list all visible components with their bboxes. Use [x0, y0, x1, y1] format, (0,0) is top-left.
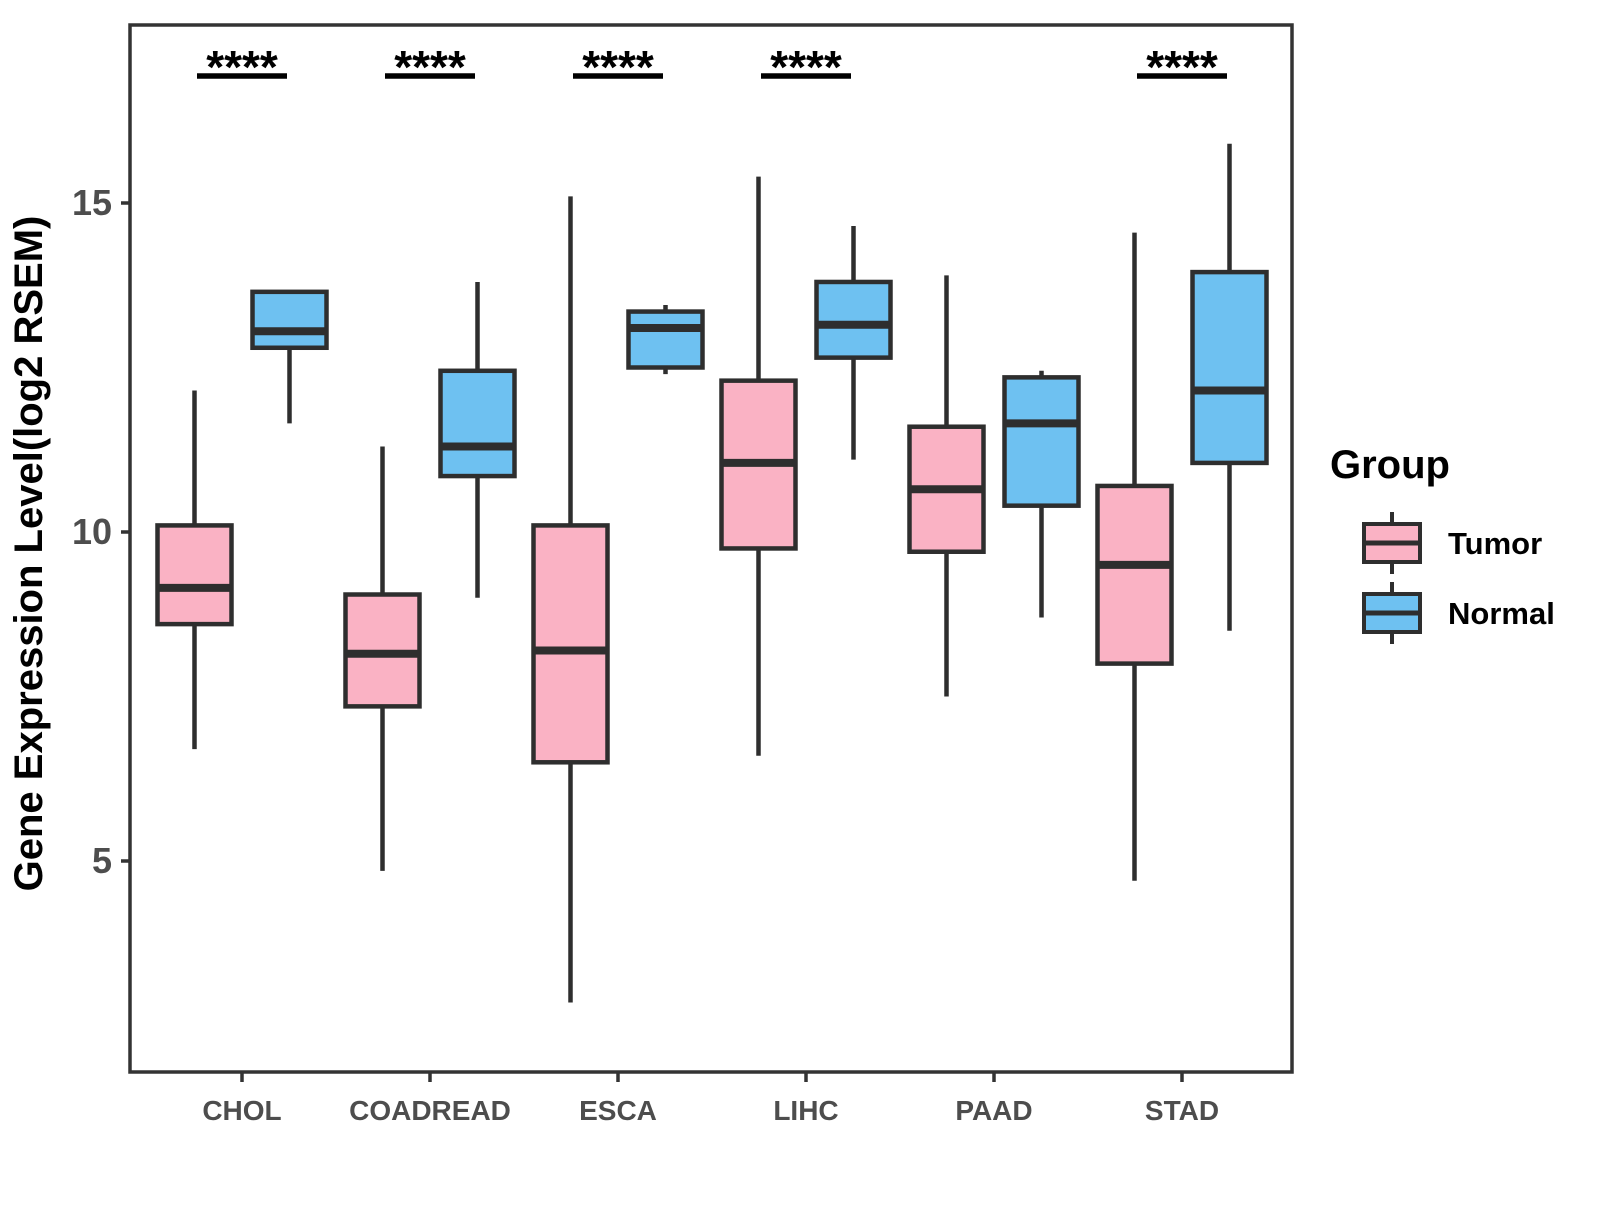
- significance-stars-ESCA: ****: [582, 41, 654, 93]
- box-LIHC-tumor: [719, 176, 798, 756]
- iqr-box: [814, 279, 893, 360]
- box-STAD-tumor: [1095, 232, 1174, 881]
- box-ESCA-tumor: [531, 196, 610, 1003]
- box-LIHC-normal: [814, 226, 893, 460]
- iqr-box: [155, 523, 234, 627]
- x-tick-label-ESCA: ESCA: [579, 1095, 657, 1126]
- iqr-box: [531, 523, 610, 765]
- significance-stars-STAD: ****: [1146, 41, 1218, 93]
- legend-key-normal: [1362, 582, 1422, 644]
- y-tick-label-15: 15: [72, 182, 112, 223]
- legend-label-normal: Normal: [1448, 596, 1555, 631]
- significance-stars-LIHC: ****: [770, 41, 842, 93]
- iqr-box: [1002, 375, 1081, 508]
- legend-title: Group: [1330, 443, 1450, 487]
- significance-stars-COADREAD: ****: [394, 41, 466, 93]
- iqr-box: [1190, 269, 1269, 466]
- box-COADREAD-tumor: [343, 446, 422, 871]
- box-STAD-normal: [1190, 143, 1269, 631]
- box-CHOL-tumor: [155, 390, 234, 750]
- x-tick-label-LIHC: LIHC: [773, 1095, 838, 1126]
- significance-stars-CHOL: ****: [206, 41, 278, 93]
- iqr-box: [626, 309, 705, 370]
- legend-key-tumor: [1362, 512, 1422, 574]
- legend-label-tumor: Tumor: [1448, 526, 1542, 561]
- box-CHOL-normal: [250, 289, 329, 424]
- y-axis-title: Gene Expression Level(log2 RSEM): [7, 216, 51, 892]
- y-tick-label-5: 5: [92, 840, 112, 881]
- box-COADREAD-normal: [438, 281, 517, 598]
- iqr-box: [438, 368, 517, 479]
- panel-border: [128, 23, 1294, 1074]
- x-tick-label-COADREAD: COADREAD: [349, 1095, 511, 1126]
- box-PAAD-normal: [1002, 370, 1081, 618]
- y-tick-label-10: 10: [72, 511, 112, 552]
- iqr-box: [1095, 483, 1174, 666]
- box-ESCA-normal: [626, 304, 705, 375]
- iqr-box: [250, 289, 329, 351]
- box-PAAD-tumor: [907, 275, 986, 697]
- x-tick-label-STAD: STAD: [1145, 1095, 1219, 1126]
- x-tick-label-PAAD: PAAD: [955, 1095, 1032, 1126]
- x-tick-label-CHOL: CHOL: [202, 1095, 281, 1126]
